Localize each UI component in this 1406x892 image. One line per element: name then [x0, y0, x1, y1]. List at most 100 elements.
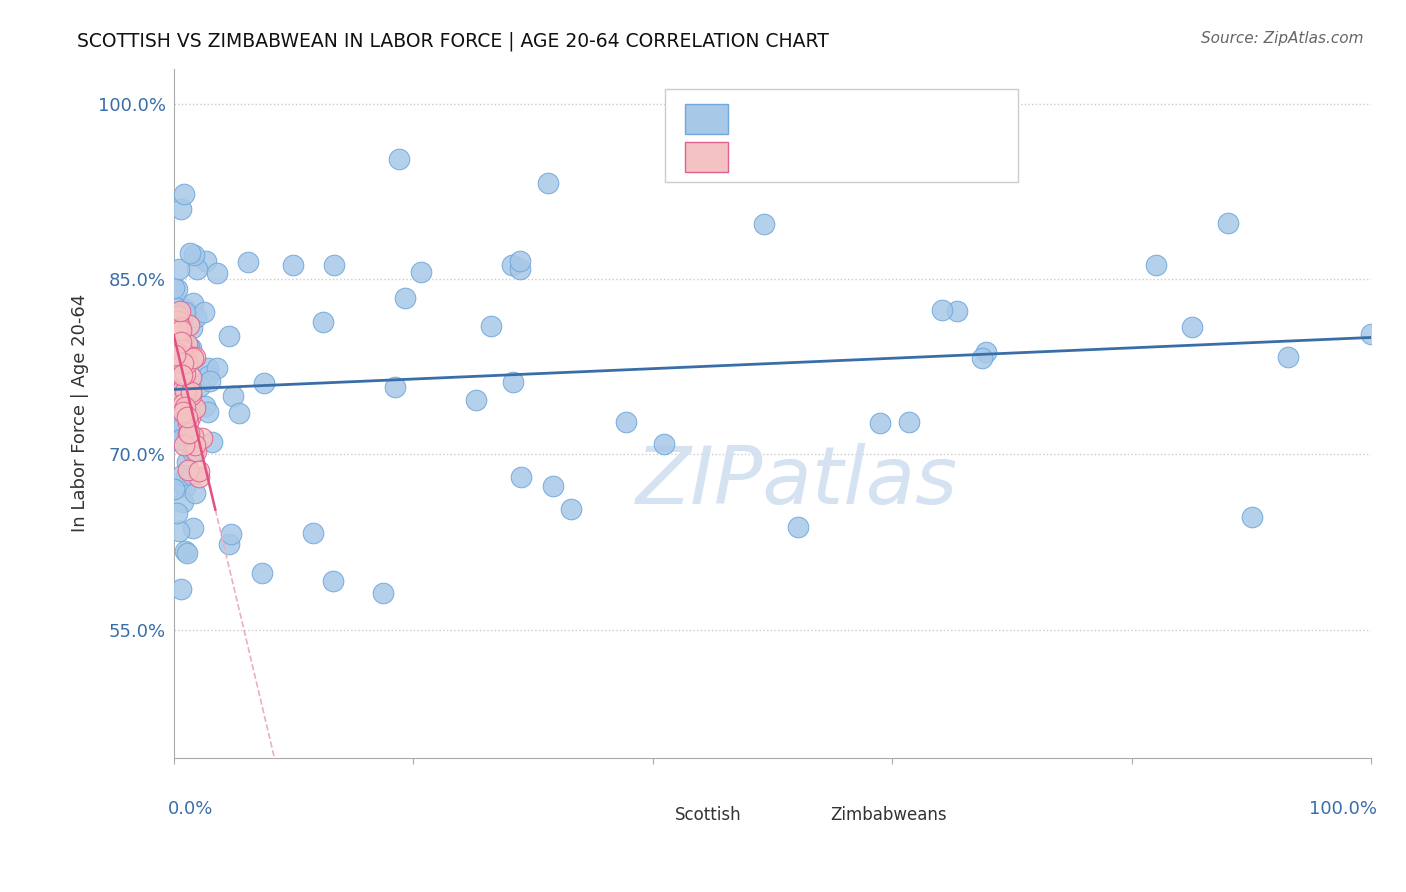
Point [228, 406, 250, 420]
Point [169, 320, 191, 334]
Point [176, 427, 198, 442]
Point [184, 438, 207, 452]
Point [180, 388, 202, 402]
Point [170, 202, 193, 216]
Text: N =: N = [879, 148, 929, 166]
Point [897, 415, 920, 429]
Point [972, 351, 994, 366]
Point [181, 467, 204, 482]
Point [179, 340, 201, 354]
Point [752, 217, 775, 231]
Point [167, 524, 190, 538]
Text: R =: R = [741, 148, 779, 166]
Point [481, 319, 503, 334]
Point [183, 247, 205, 261]
Point [323, 258, 346, 272]
Point [165, 352, 187, 367]
Point [180, 370, 202, 384]
Point [167, 333, 190, 347]
Point [197, 405, 219, 419]
Point [174, 367, 197, 381]
Point [169, 336, 191, 351]
Point [183, 444, 205, 458]
Point [172, 412, 194, 426]
Point [173, 380, 195, 394]
Point [177, 378, 200, 392]
Point [190, 431, 212, 445]
Point [170, 316, 193, 330]
Point [174, 468, 197, 483]
Point [180, 443, 202, 458]
Point [165, 406, 187, 420]
Point [172, 382, 194, 396]
Point [510, 470, 533, 484]
Point [173, 302, 195, 317]
Point [184, 401, 207, 415]
Point [283, 259, 305, 273]
Point [322, 574, 344, 588]
Point [193, 305, 215, 319]
Point [170, 320, 193, 334]
Point [176, 356, 198, 370]
Point [541, 478, 564, 492]
Point [502, 376, 524, 390]
Point [166, 350, 188, 364]
Point [250, 566, 273, 580]
Point [172, 495, 194, 509]
Point [197, 368, 219, 383]
Point [172, 351, 194, 365]
Point [388, 152, 411, 166]
Point [509, 254, 531, 268]
Point [219, 526, 242, 541]
Point [174, 305, 197, 319]
Point [167, 262, 190, 277]
Point [188, 464, 211, 478]
Point [205, 266, 228, 280]
Point [787, 520, 810, 534]
Point [1360, 327, 1382, 342]
Point [176, 546, 198, 560]
Point [173, 384, 195, 398]
Point [394, 292, 416, 306]
Point [181, 351, 204, 365]
Point [194, 254, 217, 268]
Point [172, 352, 194, 367]
Point [174, 401, 197, 415]
Point [181, 437, 204, 451]
Point [167, 319, 190, 334]
Text: 51: 51 [950, 148, 974, 166]
Point [163, 482, 186, 496]
Point [166, 433, 188, 447]
Point [165, 300, 187, 314]
Point [169, 432, 191, 446]
Point [172, 404, 194, 418]
Point [166, 346, 188, 360]
Point [177, 318, 200, 333]
Point [170, 340, 193, 354]
Point [169, 582, 191, 597]
Point [176, 336, 198, 351]
Point [869, 416, 891, 430]
Point [302, 525, 325, 540]
Point [188, 379, 211, 393]
Point [198, 375, 221, 389]
Point [170, 334, 193, 349]
Point [1240, 509, 1263, 524]
Text: -0.416: -0.416 [810, 148, 875, 166]
Text: ZIPatlas: ZIPatlas [636, 443, 957, 521]
Point [169, 303, 191, 318]
Point [170, 416, 193, 430]
Point [173, 480, 195, 494]
Text: Scottish: Scottish [675, 805, 741, 823]
Point [177, 389, 200, 403]
Point [172, 356, 194, 370]
Point [163, 341, 186, 355]
FancyBboxPatch shape [665, 89, 1018, 182]
Text: 100.0%: 100.0% [1309, 799, 1378, 818]
Point [560, 501, 582, 516]
Point [976, 345, 998, 359]
Point [312, 314, 335, 328]
Point [183, 429, 205, 443]
Point [218, 329, 240, 343]
Point [176, 455, 198, 469]
